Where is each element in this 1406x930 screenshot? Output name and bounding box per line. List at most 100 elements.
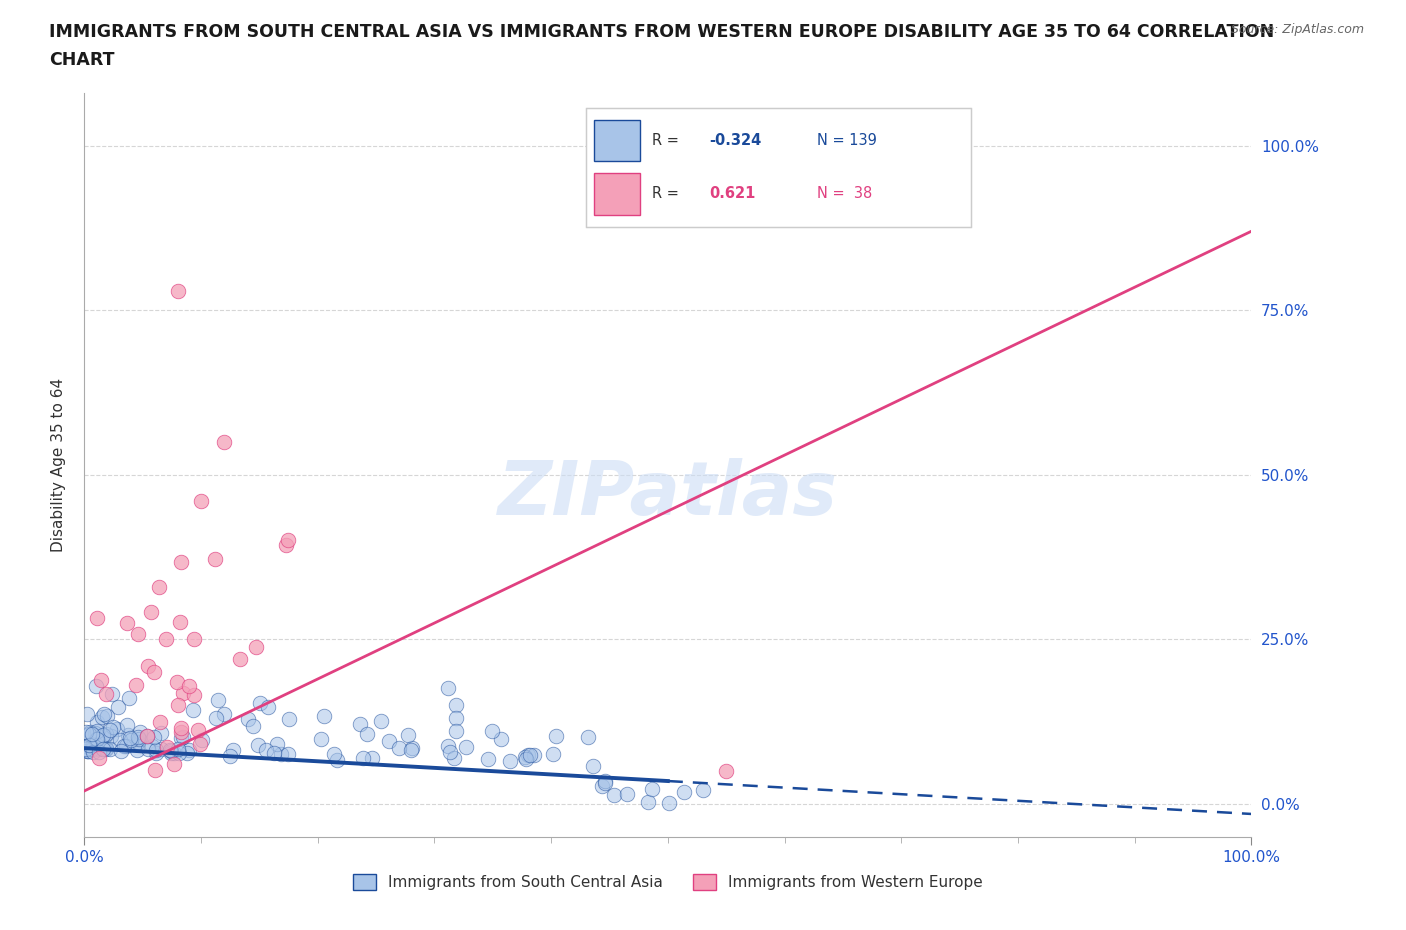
Point — [245, 640, 267, 655]
Point — [266, 737, 288, 751]
Point — [150, 742, 173, 757]
Point — [177, 743, 200, 758]
Point — [136, 729, 159, 744]
Point — [91, 727, 114, 742]
Point — [75, 742, 97, 757]
Point — [176, 746, 198, 761]
Point — [89, 751, 111, 765]
Point — [86, 715, 108, 730]
Point — [83, 738, 105, 753]
Point — [117, 616, 139, 631]
Point — [117, 727, 139, 742]
Point — [127, 735, 149, 750]
Point — [110, 744, 132, 759]
Point — [207, 693, 229, 708]
Point — [256, 699, 278, 714]
Point — [96, 709, 118, 724]
Point — [93, 707, 115, 722]
Point — [349, 717, 371, 732]
Point — [593, 776, 616, 790]
Point — [170, 725, 193, 740]
Point — [91, 741, 114, 756]
Point — [544, 728, 567, 743]
Point — [136, 658, 159, 673]
Point — [77, 726, 100, 741]
Point — [167, 741, 190, 756]
Point — [170, 554, 193, 569]
Point — [143, 730, 166, 745]
Point — [94, 741, 117, 756]
Point — [163, 757, 186, 772]
Text: IMMIGRANTS FROM SOUTH CENTRAL ASIA VS IMMIGRANTS FROM WESTERN EUROPE DISABILITY : IMMIGRANTS FROM SOUTH CENTRAL ASIA VS IM… — [49, 23, 1274, 41]
Text: ZIPatlas: ZIPatlas — [498, 458, 838, 531]
Point — [112, 738, 135, 753]
Point — [84, 725, 107, 740]
Point — [166, 698, 188, 712]
Point — [519, 748, 541, 763]
Point — [517, 748, 540, 763]
Point — [148, 580, 170, 595]
Point — [76, 707, 98, 722]
Point — [96, 727, 118, 742]
Point — [242, 718, 264, 733]
Point — [75, 738, 97, 753]
Point — [79, 724, 101, 739]
Point — [167, 746, 190, 761]
Point — [489, 732, 512, 747]
Point — [156, 740, 179, 755]
Point — [127, 735, 149, 750]
Point — [190, 494, 212, 509]
Point — [716, 764, 738, 778]
Point — [515, 750, 537, 764]
Point — [172, 730, 194, 745]
Point — [108, 733, 131, 748]
Point — [444, 711, 467, 725]
Point — [229, 651, 252, 666]
Point — [163, 746, 186, 761]
Point — [183, 688, 205, 703]
Point — [356, 726, 378, 741]
Point — [169, 615, 191, 630]
Point — [214, 706, 236, 721]
Point — [170, 730, 193, 745]
Point — [86, 611, 108, 626]
Point — [80, 727, 103, 742]
Point — [77, 744, 100, 759]
Point — [128, 724, 150, 739]
Point — [170, 720, 193, 735]
Point — [98, 742, 121, 757]
Point — [82, 737, 104, 751]
Point — [101, 720, 124, 735]
Point — [576, 730, 599, 745]
Point — [222, 742, 245, 757]
Point — [277, 746, 299, 761]
Point — [166, 283, 188, 298]
Point — [100, 686, 122, 701]
Point — [352, 751, 374, 765]
Point — [263, 745, 285, 760]
Point — [499, 754, 522, 769]
Point — [90, 672, 112, 687]
Text: Source: ZipAtlas.com: Source: ZipAtlas.com — [1230, 23, 1364, 36]
Point — [82, 744, 104, 759]
Point — [436, 681, 458, 696]
Point — [593, 773, 616, 788]
Point — [159, 742, 181, 757]
Point — [641, 781, 664, 796]
Point — [204, 551, 226, 566]
Point — [543, 747, 565, 762]
Point — [136, 729, 159, 744]
Point — [399, 743, 422, 758]
Point — [79, 737, 101, 752]
Point — [277, 711, 299, 726]
Point — [401, 741, 423, 756]
Point — [136, 741, 159, 756]
Point — [236, 712, 259, 727]
Point — [446, 698, 468, 712]
Point — [270, 747, 292, 762]
Point — [145, 746, 167, 761]
Point — [143, 665, 166, 680]
Point — [515, 751, 537, 766]
Point — [322, 747, 344, 762]
Point — [274, 538, 297, 552]
